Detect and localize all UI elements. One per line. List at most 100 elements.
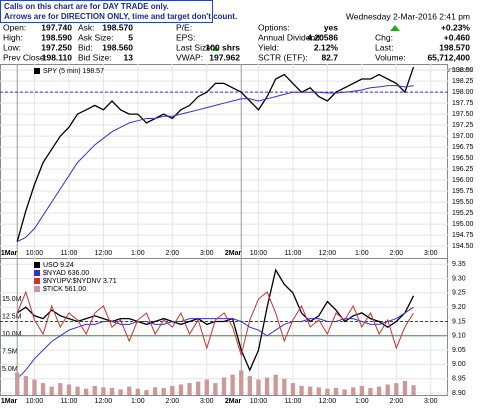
quote-label: Bid:: [78, 42, 93, 52]
quote-value: 4.20586: [307, 32, 338, 42]
x-tick-label: 2Mar: [225, 250, 242, 257]
bar: [135, 388, 140, 395]
y2-tick-label: 10.0M: [2, 331, 22, 338]
x-tick-label: 12:00: [319, 250, 337, 257]
bar: [342, 389, 347, 395]
legend-label: $NYAD 636.00: [43, 270, 89, 277]
bar: [178, 384, 184, 395]
bar: [101, 387, 106, 395]
quote-label: VWAP:: [176, 52, 203, 62]
y-tick-label: 198.00: [452, 89, 474, 96]
x-tick-label: 11:00: [284, 250, 301, 257]
x-tick-label: 3:00: [200, 250, 214, 257]
y2-tick-label: 5.0M: [2, 366, 18, 373]
bar: [187, 383, 192, 395]
x-tick-label: 3:00: [424, 250, 438, 257]
x-tick-label: 10:00: [26, 398, 44, 405]
x-tick-label: 11:00: [60, 398, 77, 405]
quote-label: EPS:: [176, 32, 195, 42]
bar: [144, 390, 149, 395]
series-line: [16, 306, 414, 380]
x-tick-label: 11:00: [60, 250, 77, 257]
quote-value: 82.7: [321, 52, 338, 62]
x-tick-label: 1:00: [131, 398, 145, 405]
bar: [109, 387, 115, 395]
bar: [32, 379, 37, 395]
bar: [316, 387, 321, 395]
x-tick-label: 2:00: [389, 250, 403, 257]
bar: [411, 385, 416, 395]
quote-label: Annual Dividend:: [258, 32, 322, 42]
y2-tick-label: 15.0M: [2, 296, 22, 303]
quote-value: 100 shrs: [206, 42, 241, 52]
legend-label: SPY (5 min) 198.57: [43, 68, 104, 75]
y-tick-label: 9.35: [452, 261, 466, 268]
bar: [282, 378, 287, 395]
y-tick-label: 197.25: [452, 122, 474, 129]
legend-swatch: [34, 270, 40, 276]
y-tick-label: 197.50: [452, 111, 474, 118]
x-tick-label: 1:00: [355, 250, 369, 257]
bar: [204, 379, 209, 395]
bar: [49, 386, 54, 395]
bar: [359, 385, 364, 395]
bar: [385, 384, 390, 395]
y-tick-label: 196.25: [452, 166, 474, 173]
y-tick-label: 195.00: [452, 221, 474, 228]
legend-label: $TICK 561.00: [43, 286, 86, 293]
y-tick-label: 9.10: [452, 333, 466, 340]
y-tick-label: 8.95: [452, 376, 466, 383]
bar: [92, 385, 97, 395]
bar: [213, 383, 218, 395]
legend-swatch: [34, 286, 40, 292]
x-tick-label: 10:00: [26, 250, 44, 257]
bar: [23, 376, 28, 395]
quote-label: SCTR (ETF):: [258, 52, 308, 62]
x-tick-label: 3:00: [424, 398, 438, 405]
y-tick-label: 196.00: [452, 177, 474, 184]
y-tick-label: 195.50: [452, 199, 474, 206]
quote-value: 198.590: [41, 32, 72, 42]
y-tick-label: 198.50: [452, 67, 474, 74]
bar: [239, 370, 244, 395]
quote-value: 198.570: [102, 22, 133, 32]
y-tick-label: 9.20: [452, 304, 466, 311]
y-tick-label: 194.50: [452, 243, 474, 250]
quote-label: High:: [3, 32, 23, 42]
x-tick-label: 11:00: [284, 398, 301, 405]
quote-label: Ask:: [78, 22, 95, 32]
bar: [75, 386, 80, 395]
quote-label: Open:: [3, 22, 26, 32]
series-line: [16, 66, 415, 242]
y-tick-label: 9.15: [452, 318, 466, 325]
bar: [152, 387, 158, 395]
y2-tick-label: 12.5M: [2, 313, 22, 320]
x-tick-label: 12:00: [95, 250, 113, 257]
quote-value: 197.250: [41, 42, 72, 52]
bar: [376, 386, 382, 395]
legend-swatch: [34, 68, 40, 74]
bar: [325, 388, 330, 395]
quote-value: 198.560: [102, 42, 133, 52]
quote-label: Low:: [3, 42, 21, 52]
y-tick-label: 196.75: [452, 144, 474, 151]
bar: [230, 374, 235, 395]
bar: [161, 387, 166, 395]
quote-value: 198.110: [42, 52, 73, 62]
y-tick-label: 9.00: [452, 361, 466, 368]
y-tick-label: 9.25: [452, 290, 466, 297]
y-tick-label: 195.25: [452, 210, 474, 217]
quote-value: +0.460: [444, 32, 471, 42]
bar: [299, 385, 304, 395]
notice-box: [0, 0, 213, 23]
y-tick-label: 9.05: [452, 347, 466, 354]
bar: [351, 387, 356, 395]
x-tick-label: 2:00: [165, 398, 179, 405]
bar: [290, 383, 296, 395]
plot-frame: [0, 64, 448, 259]
y-tick-label: 8.90: [452, 390, 466, 397]
x-tick-label: 1:00: [355, 398, 369, 405]
bar: [308, 386, 313, 395]
x-tick-label: 2Mar: [225, 398, 242, 405]
